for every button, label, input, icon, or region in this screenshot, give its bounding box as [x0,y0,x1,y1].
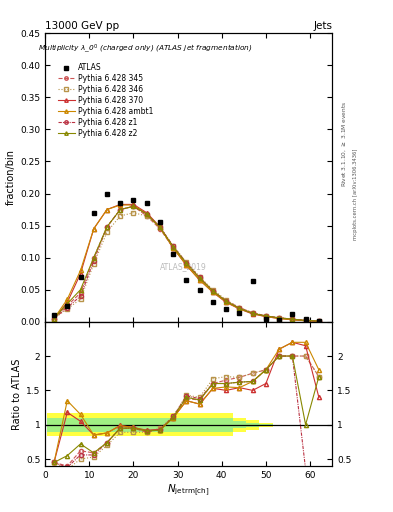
Text: 13000 GeV pp: 13000 GeV pp [45,21,119,31]
Text: Multiplicity $\lambda$_0$^0$ (charged only) (ATLAS jet fragmentation): Multiplicity $\lambda$_0$^0$ (charged on… [38,42,253,55]
Y-axis label: Ratio to ATLAS: Ratio to ATLAS [12,358,22,430]
Text: Jets: Jets [313,21,332,31]
Text: mcplots.cern.ch [arXiv:1306.3436]: mcplots.cern.ch [arXiv:1306.3436] [353,149,358,240]
X-axis label: $N_{\rm jetrm[ch]}$: $N_{\rm jetrm[ch]}$ [167,482,210,499]
Text: ATLAS_2019: ATLAS_2019 [160,263,206,271]
Legend: ATLAS, Pythia 6.428 345, Pythia 6.428 346, Pythia 6.428 370, Pythia 6.428 ambt1,: ATLAS, Pythia 6.428 345, Pythia 6.428 34… [55,60,156,141]
Text: Rivet 3.1.10, $\geq$ 3.1M events: Rivet 3.1.10, $\geq$ 3.1M events [340,100,348,186]
Y-axis label: fraction/bin: fraction/bin [6,150,16,205]
